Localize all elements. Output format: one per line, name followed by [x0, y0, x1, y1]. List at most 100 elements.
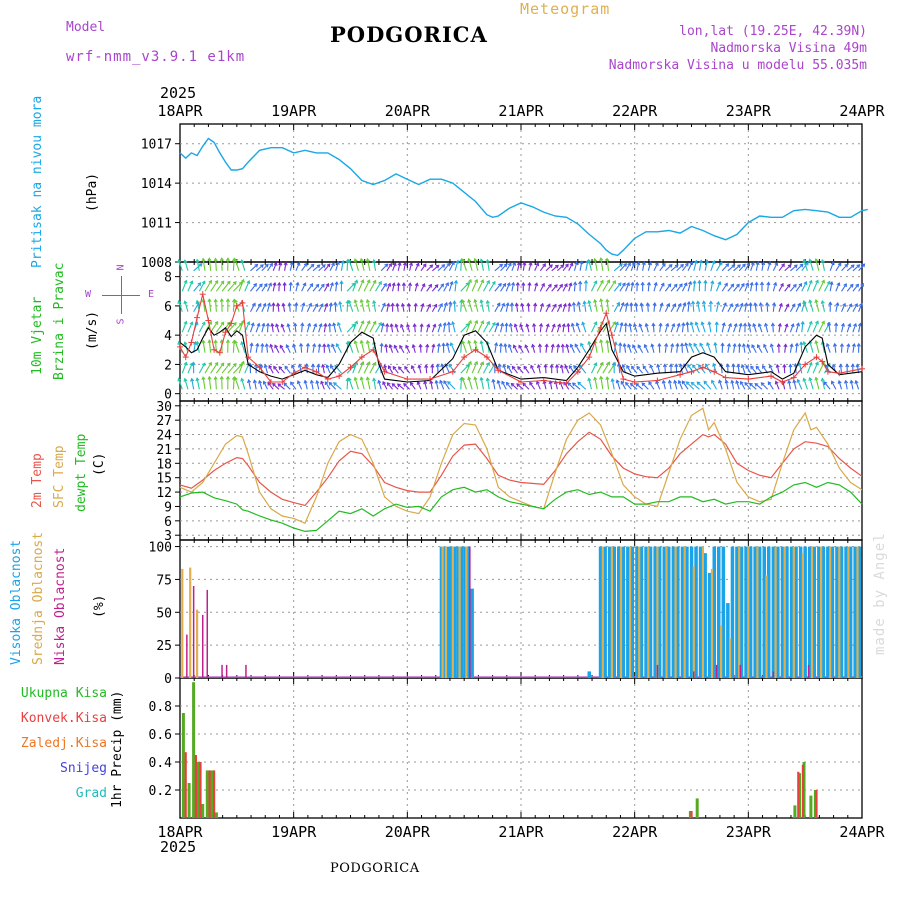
- wind-arrowhead: [440, 363, 445, 368]
- station-title: PODGORICA: [330, 22, 488, 47]
- wind-arrow: [618, 363, 621, 374]
- wind-arrow: [323, 283, 329, 292]
- wind-arrow: [703, 301, 706, 312]
- wind-arrow: [411, 365, 416, 374]
- wind-arrow: [522, 262, 526, 271]
- wind-arrow: [413, 324, 416, 333]
- wind-arrow: [627, 344, 632, 353]
- wind-arrow: [590, 280, 597, 292]
- wind-arrow: [426, 324, 430, 333]
- wind-arrow: [468, 299, 473, 312]
- wind-arrow: [187, 362, 193, 374]
- wind-arrow: [676, 323, 680, 333]
- wind-arrowhead: [468, 278, 472, 283]
- wind-arrowhead: [631, 365, 635, 370]
- wind-arrow: [431, 344, 435, 353]
- wind-arrow: [647, 303, 649, 312]
- wind-arrow: [471, 320, 478, 333]
- wind-arrow: [404, 366, 411, 374]
- wind-arrowhead: [674, 264, 679, 269]
- wind-arrowhead: [330, 364, 334, 369]
- compass-ns-line: [121, 276, 122, 314]
- temp-sfc-line: [179, 407, 863, 524]
- wind-arrowhead: [745, 282, 750, 287]
- wind-arrow: [430, 380, 433, 390]
- wind-compass: N S W E: [85, 264, 154, 328]
- wind-arrowhead: [535, 380, 540, 385]
- wind-arrowhead: [324, 381, 329, 385]
- cloud-ytick-label: 0: [164, 672, 172, 687]
- wind-arrowhead: [411, 343, 416, 348]
- wind-arrow: [759, 302, 763, 312]
- wind-arrowhead: [518, 344, 523, 349]
- wind-arrowhead: [771, 301, 777, 306]
- wind-arrow: [318, 303, 324, 313]
- wind-ytick-label: 0: [164, 388, 172, 403]
- wind-arrow: [710, 260, 715, 271]
- pressure-ytick-label: 1011: [141, 217, 172, 232]
- wind-arrow: [789, 284, 797, 292]
- wind-arrow: [536, 381, 541, 390]
- cloud-mid-bar: [820, 546, 823, 678]
- wind-arrowhead: [386, 302, 391, 307]
- wind-arrowhead: [728, 322, 733, 327]
- wind-arrowhead: [480, 279, 485, 284]
- wind-arrowhead: [521, 281, 526, 286]
- wind-arrow: [375, 281, 382, 292]
- wind-arrowhead: [331, 262, 335, 267]
- wind-arrow: [258, 380, 263, 390]
- wind-arrow: [363, 279, 371, 292]
- wind-arrow: [266, 323, 269, 333]
- wind-arrowhead: [543, 363, 548, 368]
- wind-arrowhead: [365, 298, 370, 303]
- wind-arrow: [178, 378, 183, 390]
- wind-arrowhead: [739, 380, 744, 385]
- wind-arrowhead: [449, 342, 454, 347]
- wind-arrow: [664, 364, 666, 374]
- wind-arrowhead: [240, 360, 245, 365]
- wind-arrow: [386, 263, 392, 272]
- wind-arrowhead: [190, 377, 195, 382]
- wind-arrowhead: [741, 343, 746, 348]
- wind-arrowhead: [774, 380, 779, 385]
- wind-arrow: [841, 283, 847, 292]
- wind-arrow: [290, 381, 297, 390]
- wind-arrow: [754, 383, 763, 390]
- wind-arrowhead: [388, 262, 392, 267]
- wind-arrowhead: [315, 379, 320, 384]
- wind-arrow: [336, 343, 342, 353]
- wind-arrowhead: [680, 342, 685, 347]
- wind-arrowhead: [432, 323, 437, 328]
- wind-arrowhead: [273, 261, 278, 266]
- wind-arrowhead: [522, 382, 527, 387]
- cloud-mid-bar: [441, 546, 444, 678]
- wind-arrow: [637, 344, 644, 353]
- wind-arrowhead: [468, 319, 472, 324]
- wind-arrowhead: [653, 281, 658, 286]
- wind-arrowhead: [731, 264, 736, 268]
- wind-arrowhead: [308, 302, 313, 307]
- wind-arrow: [227, 363, 237, 374]
- wind-arrow: [261, 303, 266, 312]
- wind-arrow: [657, 364, 661, 374]
- wind-arrowhead: [252, 302, 256, 307]
- wind-arrowhead: [424, 364, 429, 368]
- compass-w: W: [85, 289, 92, 300]
- wind-arrowhead: [744, 302, 749, 307]
- wind-arrowhead: [261, 322, 266, 327]
- wind-arrowhead: [703, 380, 708, 385]
- wind-arrow: [443, 263, 450, 272]
- wind-arrow: [357, 279, 364, 292]
- wind-arrow: [386, 382, 393, 390]
- wind-arrowhead: [448, 300, 453, 305]
- wind-arrow: [275, 324, 280, 333]
- pressure-ytick-label: 1014: [141, 177, 172, 192]
- wind-arrow: [613, 322, 619, 333]
- wind-arrow: [821, 259, 826, 271]
- wind-arrowhead: [842, 302, 847, 307]
- wind-arrowhead: [831, 363, 836, 368]
- wind-arrowhead: [515, 281, 520, 286]
- wind-arrowhead: [491, 378, 496, 383]
- wind-arrowhead: [711, 260, 716, 265]
- wind-arrow: [337, 322, 342, 333]
